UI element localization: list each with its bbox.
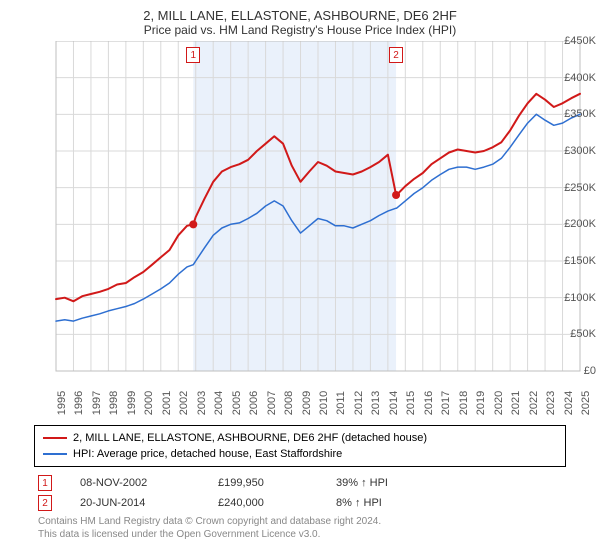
x-tick-label: 2022 (528, 391, 540, 415)
y-tick-label: £250K (546, 182, 596, 194)
legend: 2, MILL LANE, ELLASTONE, ASHBOURNE, DE6 … (34, 425, 566, 467)
y-tick-label: £350K (546, 108, 596, 120)
x-tick-label: 1996 (73, 391, 85, 415)
y-tick-label: £400K (546, 72, 596, 84)
y-tick-label: £0 (546, 365, 596, 377)
chart-subtitle: Price paid vs. HM Land Registry's House … (0, 23, 600, 41)
x-tick-label: 2012 (353, 391, 365, 415)
footnote-line1: Contains HM Land Registry data © Crown c… (34, 515, 566, 528)
y-tick-label: £200K (546, 218, 596, 230)
x-tick-label: 2000 (143, 391, 155, 415)
x-tick-label: 2011 (335, 391, 347, 415)
x-tick-label: 1997 (91, 391, 103, 415)
sale-date: 20-JUN-2014 (80, 497, 190, 509)
x-tick-label: 2009 (301, 391, 313, 415)
x-tick-label: 2005 (231, 391, 243, 415)
x-tick-label: 2025 (580, 391, 592, 415)
y-tick-label: £450K (546, 35, 596, 47)
y-tick-label: £100K (546, 292, 596, 304)
x-tick-label: 2021 (510, 391, 522, 415)
sale-price: £199,950 (218, 477, 308, 489)
y-tick-label: £300K (546, 145, 596, 157)
sale-marker: 1 (186, 47, 200, 63)
legend-label: 2, MILL LANE, ELLASTONE, ASHBOURNE, DE6 … (73, 432, 427, 444)
sale-price: £240,000 (218, 497, 308, 509)
x-tick-label: 2007 (266, 391, 278, 415)
x-tick-label: 2013 (370, 391, 382, 415)
x-tick-label: 2003 (196, 391, 208, 415)
x-tick-label: 2016 (423, 391, 435, 415)
sale-date: 08-NOV-2002 (80, 477, 190, 489)
x-tick-label: 2004 (213, 391, 225, 415)
x-tick-label: 1999 (126, 391, 138, 415)
legend-swatch (43, 437, 67, 439)
price-chart: £0 £50K £100K £150K £200K £250K £300K £350K £400… (0, 41, 600, 419)
sale-delta: 39% ↑ HPI (336, 477, 388, 489)
x-tick-label: 2001 (161, 391, 173, 415)
x-tick-label: 2008 (283, 391, 295, 415)
sale-marker: 2 (389, 47, 403, 63)
x-tick-label: 2019 (475, 391, 487, 415)
sale-marker-icon: 2 (38, 495, 52, 511)
chart-title: 2, MILL LANE, ELLASTONE, ASHBOURNE, DE6 … (0, 0, 600, 23)
sale-delta: 8% ↑ HPI (336, 497, 382, 509)
sale-row: 2 20-JUN-2014 £240,000 8% ↑ HPI (34, 493, 566, 513)
footnote-line2: This data is licensed under the Open Gov… (34, 528, 566, 541)
legend-swatch (43, 453, 67, 455)
x-tick-label: 2015 (405, 391, 417, 415)
y-tick-label: £150K (546, 255, 596, 267)
x-tick-label: 2024 (563, 391, 575, 415)
legend-item: HPI: Average price, detached house, East… (43, 446, 557, 462)
x-tick-label: 2014 (388, 391, 400, 415)
y-tick-label: £50K (546, 328, 596, 340)
sale-marker-icon: 1 (38, 475, 52, 491)
legend-item: 2, MILL LANE, ELLASTONE, ASHBOURNE, DE6 … (43, 430, 557, 446)
x-tick-label: 1998 (108, 391, 120, 415)
x-tick-label: 2023 (545, 391, 557, 415)
sale-row: 1 08-NOV-2002 £199,950 39% ↑ HPI (34, 473, 566, 493)
x-tick-label: 1995 (56, 391, 68, 415)
x-tick-label: 2010 (318, 391, 330, 415)
sales-table: 1 08-NOV-2002 £199,950 39% ↑ HPI 2 20-JUN-201… (0, 471, 600, 515)
legend-label: HPI: Average price, detached house, East… (73, 448, 342, 460)
x-tick-label: 2002 (178, 391, 190, 415)
x-tick-label: 2006 (248, 391, 260, 415)
x-tick-label: 2017 (440, 391, 452, 415)
x-tick-label: 2018 (458, 391, 470, 415)
x-tick-label: 2020 (493, 391, 505, 415)
